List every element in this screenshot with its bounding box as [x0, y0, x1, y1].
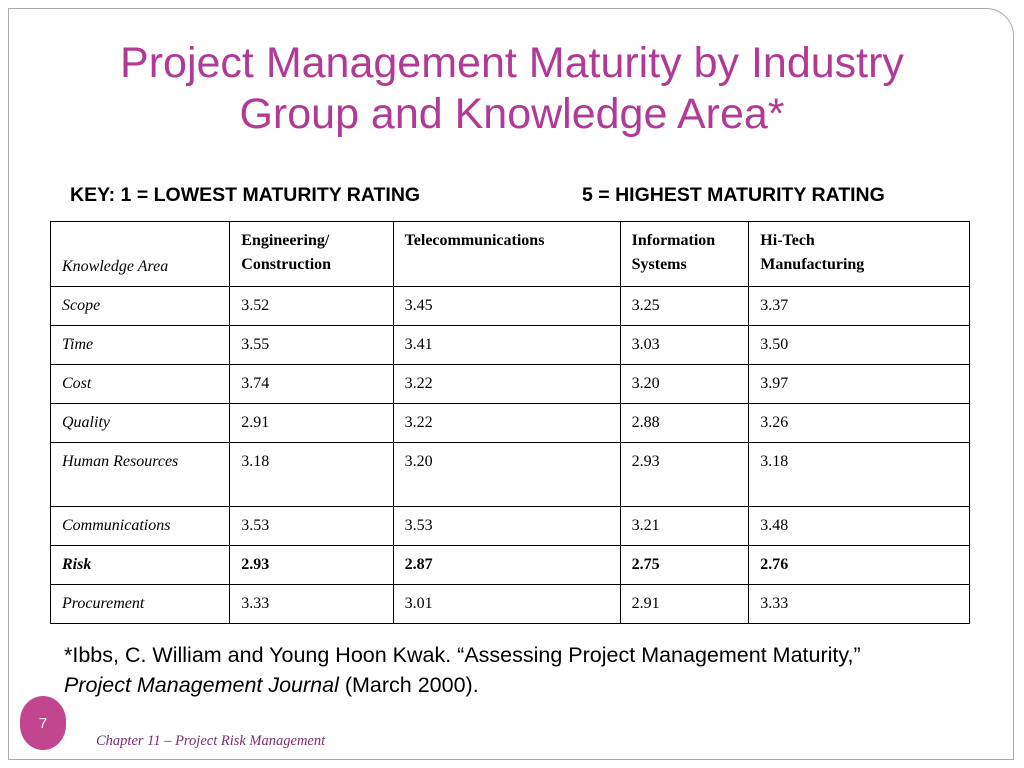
header-telecommunications: Telecommunications [392, 221, 621, 287]
header-line: Systems [631, 256, 687, 273]
cell-value: 2.93 [229, 545, 394, 585]
cell-value: 3.41 [392, 325, 621, 365]
cell-value: 3.33 [229, 584, 394, 624]
cell-value: 3.53 [392, 506, 621, 546]
header-line: Hi-Tech [760, 232, 815, 249]
cell-value: 3.22 [392, 364, 621, 404]
slide-title: Project Management Maturity by Industry … [40, 38, 984, 140]
cell-value: 3.20 [619, 364, 750, 404]
cell-value: 2.76 [748, 545, 970, 585]
cell-value: 2.93 [619, 442, 750, 507]
row-area: Communications [49, 506, 231, 546]
cell-value: 3.25 [619, 286, 750, 326]
header-hi-tech-manufacturing: Hi-Tech Manufacturing [748, 221, 970, 287]
header-engineering-construction: Engineering/ Construction [229, 221, 394, 287]
page-number: 7 [38, 714, 48, 732]
cell-value: 3.21 [619, 506, 750, 546]
cell-value: 3.22 [392, 403, 621, 443]
cell-value: 3.55 [229, 325, 394, 365]
maturity-table: Knowledge Area Engineering/ Construction… [49, 221, 970, 624]
table-row: Human Resources 3.18 3.20 2.93 3.18 [49, 442, 970, 507]
cell-value: 3.53 [229, 506, 394, 546]
row-area: Cost [49, 364, 231, 404]
header-line: Engineering/ [241, 232, 330, 249]
header-information-systems: Information Systems [619, 221, 750, 287]
table-row: Time 3.55 3.41 3.03 3.50 [49, 325, 970, 365]
table-row: Quality 2.91 3.22 2.88 3.26 [49, 403, 970, 443]
table-row: Communications 3.53 3.53 3.21 3.48 [49, 506, 970, 546]
header-line: Information [631, 232, 716, 249]
page-number-badge: 7 [20, 696, 66, 750]
citation-line-1: *Ibbs, C. William and Young Hoon Kwak. “… [64, 643, 861, 667]
cell-value: 3.45 [392, 286, 621, 326]
cell-value: 3.33 [748, 584, 970, 624]
header-line: Manufacturing [760, 256, 865, 273]
table-header-row: Knowledge Area Engineering/ Construction… [49, 221, 970, 287]
row-area: Quality [49, 403, 231, 443]
cell-value: 3.37 [748, 286, 970, 326]
citation: *Ibbs, C. William and Young Hoon Kwak. “… [64, 640, 1014, 700]
cell-value: 2.87 [392, 545, 621, 585]
row-area: Risk [49, 545, 231, 585]
cell-value: 2.88 [619, 403, 750, 443]
cell-value: 3.48 [748, 506, 970, 546]
title-line-2: Group and Knowledge Area* [239, 90, 785, 138]
slide-footer: Chapter 11 – Project Risk Management [96, 733, 326, 749]
cell-value: 3.50 [748, 325, 970, 365]
citation-journal: Project Management Journal [64, 673, 339, 697]
row-area: Procurement [49, 584, 231, 624]
cell-value: 2.91 [619, 584, 750, 624]
cell-value: 3.74 [229, 364, 394, 404]
cell-value: 2.91 [229, 403, 394, 443]
header-knowledge-area: Knowledge Area [49, 221, 231, 287]
cell-value: 3.26 [748, 403, 970, 443]
row-area: Scope [49, 286, 231, 326]
key-highest-rating: 5 = HIGHEST MATURITY RATING [582, 184, 885, 206]
cell-value: 3.97 [748, 364, 970, 404]
citation-date: (March 2000). [338, 673, 479, 697]
table-row-risk: Risk 2.93 2.87 2.75 2.76 [49, 545, 970, 585]
header-line: Construction [241, 256, 332, 273]
row-area: Human Resources [49, 442, 231, 507]
cell-value: 3.01 [392, 584, 621, 624]
key-lowest-rating: KEY: 1 = LOWEST MATURITY RATING [70, 184, 421, 206]
table-row: Scope 3.52 3.45 3.25 3.37 [49, 286, 970, 326]
title-line-1: Project Management Maturity by Industry [120, 39, 904, 87]
cell-value: 3.52 [229, 286, 394, 326]
table-row: Procurement 3.33 3.01 2.91 3.33 [49, 584, 970, 624]
cell-value: 3.20 [392, 442, 621, 507]
cell-value: 3.18 [229, 442, 394, 507]
cell-value: 3.18 [748, 442, 970, 507]
cell-value: 3.03 [619, 325, 750, 365]
cell-value: 2.75 [619, 545, 750, 585]
table-row: Cost 3.74 3.22 3.20 3.97 [49, 364, 970, 404]
row-area: Time [49, 325, 231, 365]
